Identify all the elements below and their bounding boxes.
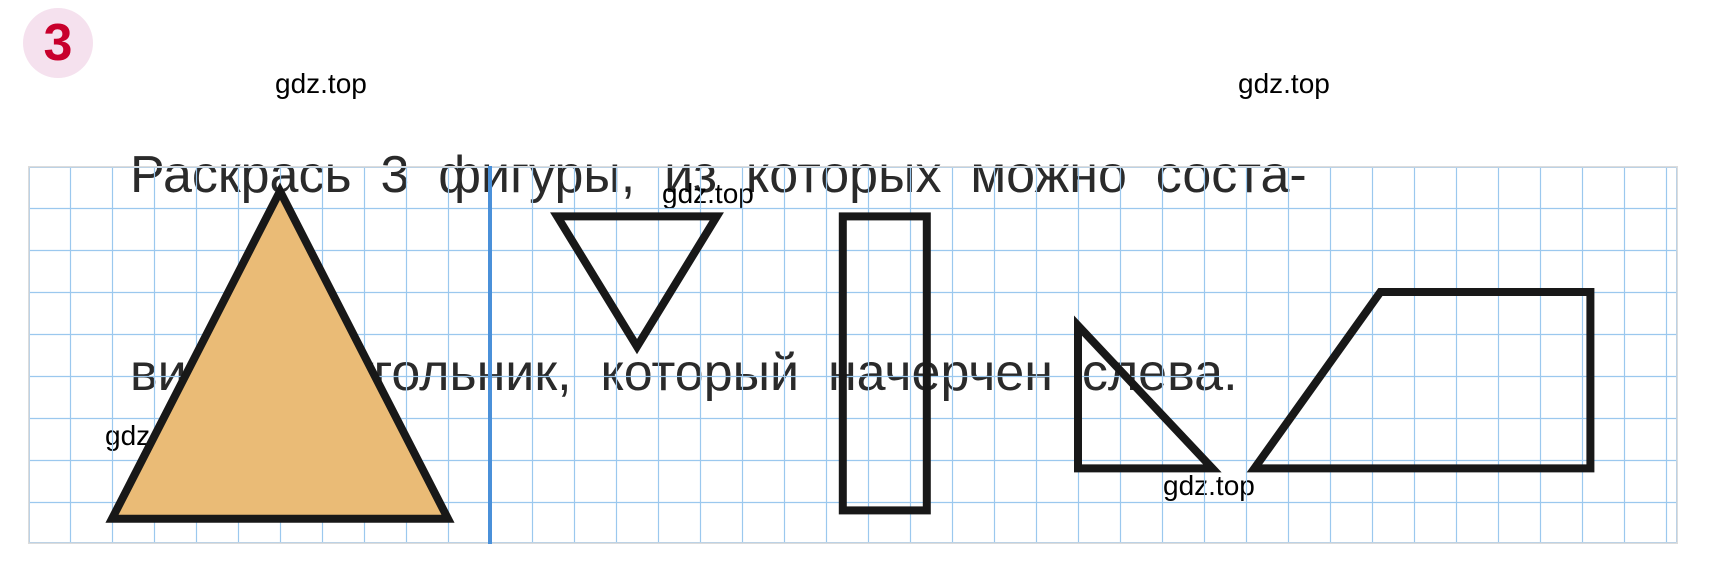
small-triangle-shape [557,216,717,346]
page-container: 3 Раскрась 3 фигуры, из которых можно со… [0,0,1709,566]
grid-area [28,166,1678,544]
problem-number-badge: 3 [23,8,93,78]
filled-triangle-shape [112,191,448,519]
rectangle-shape [843,216,927,510]
watermark: gdz.top [1238,68,1330,100]
right-triangle-shape [1078,326,1212,469]
problem-number: 3 [44,13,73,73]
watermark: gdz.top [275,68,367,100]
grid-svg [28,166,1678,544]
